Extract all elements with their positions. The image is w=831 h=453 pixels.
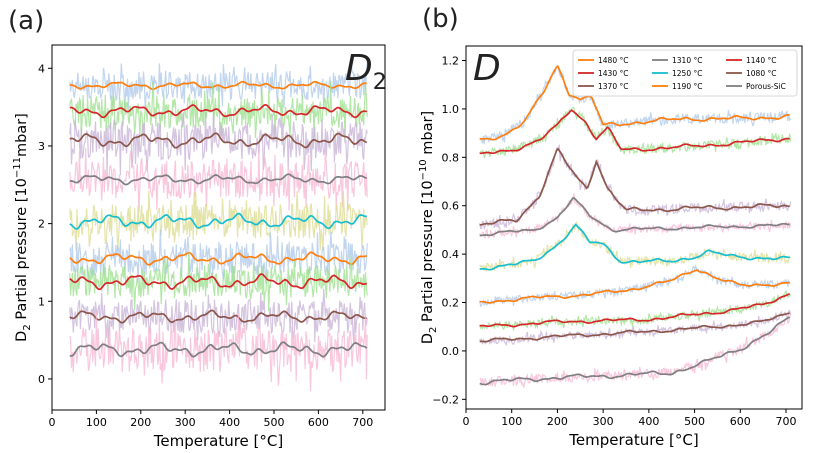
series-raw-9 bbox=[69, 310, 368, 392]
x-tick-label: 200 bbox=[130, 416, 151, 429]
x-tick-label: 700 bbox=[776, 415, 797, 428]
y-tick-label: 2 bbox=[38, 218, 45, 231]
legend-entry: 1480 °C bbox=[598, 56, 628, 65]
x-tick-label: 100 bbox=[86, 416, 107, 429]
x-tick-label: 0 bbox=[463, 415, 470, 428]
x-tick-label: 500 bbox=[264, 416, 285, 429]
y-tick-label: 1 bbox=[38, 295, 45, 308]
series-line-1 bbox=[69, 80, 367, 91]
x-tick-label: 300 bbox=[593, 415, 614, 428]
y-tick-label: 0.2 bbox=[442, 297, 460, 310]
panel-annotation: D2 bbox=[345, 48, 387, 95]
y-tick-label: 3 bbox=[38, 140, 45, 153]
x-tick-label: 200 bbox=[547, 415, 568, 428]
series-raw-7 bbox=[69, 252, 368, 312]
panel-label-b: (b) bbox=[422, 4, 459, 34]
y-tick-label: 0.6 bbox=[442, 200, 460, 213]
series-line-8 bbox=[69, 309, 367, 324]
series-line-9 bbox=[69, 341, 368, 358]
y-tick-label: 1.0 bbox=[442, 103, 460, 116]
series-raw-5 bbox=[69, 190, 368, 252]
series-raw-2 bbox=[479, 106, 792, 159]
series-line-7 bbox=[479, 292, 791, 328]
series-line-6 bbox=[69, 251, 368, 266]
series-line-3 bbox=[479, 147, 790, 226]
y-tick-label: 4 bbox=[38, 62, 45, 75]
x-tick-label: 100 bbox=[501, 415, 522, 428]
series-line-5 bbox=[69, 212, 367, 230]
legend-entry: 1250 °C bbox=[672, 69, 702, 78]
series-raw-3 bbox=[69, 111, 368, 176]
legend-entry: 1080 °C bbox=[746, 69, 776, 78]
series-line-9 bbox=[479, 316, 791, 386]
series-line-8 bbox=[479, 312, 790, 343]
axes-frame bbox=[51, 44, 386, 411]
series-raw-3 bbox=[479, 144, 792, 231]
y-axis-label: D2 Partial pressure [10−10 mbar] bbox=[418, 111, 439, 344]
x-tick-label: 700 bbox=[352, 416, 373, 429]
series-line-1 bbox=[479, 65, 790, 141]
series-line-5 bbox=[479, 223, 790, 271]
x-tick-label: 300 bbox=[175, 416, 196, 429]
series-raw-2 bbox=[69, 80, 368, 141]
legend-entry: 1310 °C bbox=[672, 56, 702, 65]
legend-entry: Porous-SiC bbox=[746, 82, 786, 91]
x-tick-label: 400 bbox=[638, 415, 659, 428]
y-tick-label: 0.8 bbox=[442, 151, 460, 164]
y-tick-label: 0.0 bbox=[442, 345, 460, 358]
series-line-6 bbox=[479, 269, 790, 304]
x-tick-label: 500 bbox=[684, 415, 705, 428]
legend-entry: 1430 °C bbox=[598, 69, 628, 78]
axes-frame bbox=[465, 45, 803, 410]
legend: 1480 °C 1430 °C 1370 °C 1310 °C 1250 °C 1190 … bbox=[572, 49, 798, 97]
x-axis-label: Temperature [°C] bbox=[153, 432, 283, 450]
x-tick-label: 600 bbox=[730, 415, 751, 428]
y-tick-label: 1.2 bbox=[442, 55, 460, 68]
series-line-2 bbox=[479, 109, 790, 155]
legend-entry: 1140 °C bbox=[746, 56, 776, 65]
panel-annotation: D bbox=[473, 48, 501, 89]
series-line-4 bbox=[69, 173, 368, 186]
y-tick-label: 0.4 bbox=[442, 248, 460, 261]
series-raw-4 bbox=[69, 147, 368, 213]
x-axis-label: Temperature [°C] bbox=[568, 431, 698, 449]
series-raw-4 bbox=[479, 193, 792, 239]
plot-area bbox=[479, 64, 792, 388]
series-line-7 bbox=[69, 273, 368, 291]
series-raw-6 bbox=[69, 229, 368, 288]
series-line-3 bbox=[69, 132, 368, 149]
series-line-2 bbox=[69, 103, 367, 119]
panel-label-a: (a) bbox=[8, 6, 45, 36]
plot-area bbox=[69, 61, 368, 392]
y-tick-label: −0.2 bbox=[432, 393, 459, 406]
x-tick-label: 0 bbox=[49, 416, 56, 429]
y-tick-label: 0 bbox=[38, 373, 45, 386]
series-raw-6 bbox=[479, 263, 791, 308]
y-axis-label: D2 Partial pressure [10−11mbar] bbox=[12, 113, 33, 342]
series-line-4 bbox=[479, 196, 790, 237]
x-tick-label: 400 bbox=[219, 416, 240, 429]
x-tick-label: 600 bbox=[308, 416, 329, 429]
legend-entry: 1370 °C bbox=[598, 82, 628, 91]
legend-entry: 1190 °C bbox=[672, 82, 702, 91]
